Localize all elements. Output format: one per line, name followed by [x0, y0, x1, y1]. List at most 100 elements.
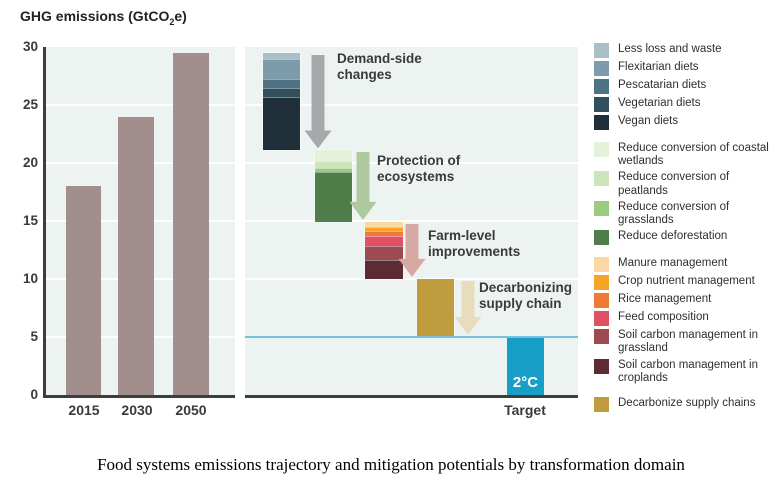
y-tick-label: 30: [22, 39, 38, 54]
x-tick-label: 2050: [175, 402, 207, 418]
chart-title: GHG emissions (GtCO2e): [20, 8, 187, 27]
waterfall-segment: [263, 96, 300, 151]
waterfall-segment: [263, 52, 300, 59]
annotation-label: Protection of ecosystems: [377, 153, 461, 184]
legend-item: Less loss and waste: [594, 43, 780, 58]
legend-swatch-icon: [594, 97, 609, 112]
legend-label: Feed composition: [618, 311, 709, 324]
legend-swatch-icon: [594, 43, 609, 58]
legend-item: Soil carbon management in grassland: [594, 329, 780, 355]
legend-item: Soil carbon management in croplands: [594, 358, 780, 385]
y-tick-label: 20: [22, 155, 38, 170]
legend-swatch-icon: [594, 230, 609, 246]
legend-group: Decarbonize supply chains: [594, 397, 780, 413]
chart-title-pre: GHG emissions (GtCO: [20, 8, 170, 24]
waterfall-segment: [263, 79, 300, 88]
gridline: [245, 162, 578, 164]
waterfall-segment: [263, 87, 300, 97]
waterfall-stack: [262, 51, 301, 152]
gridline: [245, 220, 578, 222]
legend-swatch-icon: [594, 79, 609, 94]
legend-swatch-icon: [594, 311, 609, 327]
chart-title-subscript: 2: [169, 16, 175, 27]
legend-item: Vegetarian diets: [594, 97, 780, 112]
target-axis-label: Target: [504, 402, 546, 418]
legend-item: Crop nutrient management: [594, 275, 780, 291]
x-axis-line-right: [245, 395, 578, 398]
legend-item: Decarbonize supply chains: [594, 397, 780, 413]
annotation-label: Demand-side changes: [337, 51, 422, 82]
waterfall-segment: [365, 222, 403, 227]
waterfall-stack: [364, 221, 404, 280]
waterfall-segment: [365, 231, 403, 237]
annotation-label: Decarbonizing supply chain: [479, 280, 573, 311]
legend-item: Rice management: [594, 293, 780, 309]
y-tick-label: 10: [22, 271, 38, 286]
y-axis-line: [43, 47, 46, 398]
waterfall-segment: [365, 246, 403, 261]
gridline: [245, 104, 578, 106]
legend-swatch-icon: [594, 397, 609, 413]
legend-label: Crop nutrient management: [618, 275, 755, 288]
legend-item: Reduce conversion of grasslands: [594, 200, 780, 227]
legend-swatch-icon: [594, 257, 609, 273]
legend-group: Reduce conversion of coastal wetlands Red…: [594, 142, 780, 246]
legend-swatch-icon: [594, 329, 609, 345]
legend-swatch-icon: [594, 115, 609, 130]
figure-caption: Food systems emissions trajectory and mi…: [97, 455, 685, 474]
waterfall-segment: [417, 279, 454, 337]
legend-swatch-icon: [594, 200, 609, 216]
waterfall-stack: [314, 149, 353, 224]
legend-item: Reduce conversion of coastal wetlands: [594, 142, 780, 168]
legend-label: Soil carbon management in grassland: [618, 329, 758, 355]
legend-label: Reduce conversion of coastal wetlands: [618, 142, 769, 168]
legend-item: Manure management: [594, 257, 780, 273]
waterfall-segment: [263, 58, 300, 80]
waterfall-segment: [365, 260, 403, 279]
trajectory-bar-2015: [66, 186, 101, 395]
y-tick-label: 15: [22, 213, 38, 228]
legend-label: Decarbonize supply chains: [618, 397, 756, 410]
gridline: [46, 104, 235, 106]
legend-label: Rice management: [618, 293, 712, 306]
legend-item: Feed composition: [594, 311, 780, 327]
chart-title-post: e): [174, 8, 187, 24]
y-tick-label: 5: [30, 329, 38, 344]
legend-label: Vegetarian diets: [618, 97, 701, 109]
y-tick-label: 0: [30, 387, 38, 402]
legend-swatch-icon: [594, 293, 609, 309]
legend-swatch-icon: [594, 61, 609, 76]
legend-label: Soil carbon management in croplands: [618, 358, 758, 384]
legend-item: Reduce conversion of peatlands: [594, 171, 780, 197]
legend-label: Manure management: [618, 257, 728, 270]
down-arrow-icon: [349, 152, 377, 221]
legend-swatch-icon: [594, 142, 609, 157]
target-bar: 2°C: [507, 337, 544, 395]
trajectory-panel: [46, 47, 235, 395]
legend-label: Vegan diets: [618, 115, 679, 127]
target-bar-label: 2°C: [512, 374, 539, 391]
legend-swatch-icon: [594, 171, 609, 187]
legend-label: Reduce conversion of grasslands: [618, 200, 730, 227]
y-tick-label: 25: [22, 97, 38, 112]
down-arrow-icon: [304, 54, 332, 149]
legend-label: Flexitarian diets: [618, 61, 699, 73]
x-tick-label: 2030: [121, 402, 153, 418]
legend-label: Reduce deforestation: [618, 230, 728, 243]
waterfall-stack: [416, 278, 455, 338]
legend-item: Vegan diets: [594, 115, 780, 130]
annotation-label: Farm-level improvements: [428, 228, 521, 259]
waterfall-segment: [315, 167, 352, 173]
legend-label: Pescatarian diets: [618, 79, 707, 91]
legend: Less loss and waste Flexitarian diets Pesc…: [594, 43, 780, 424]
waterfall-segment: [365, 226, 403, 232]
legend-label: Reduce conversion of peatlands: [618, 171, 730, 197]
down-arrow-icon: [454, 281, 482, 335]
gridline: [245, 278, 578, 280]
trajectory-bar-2030: [118, 116, 154, 395]
waterfall-segment: [315, 150, 352, 161]
waterfall-segment: [315, 172, 352, 223]
legend-label: Less loss and waste: [618, 43, 722, 55]
legend-swatch-icon: [594, 358, 609, 374]
